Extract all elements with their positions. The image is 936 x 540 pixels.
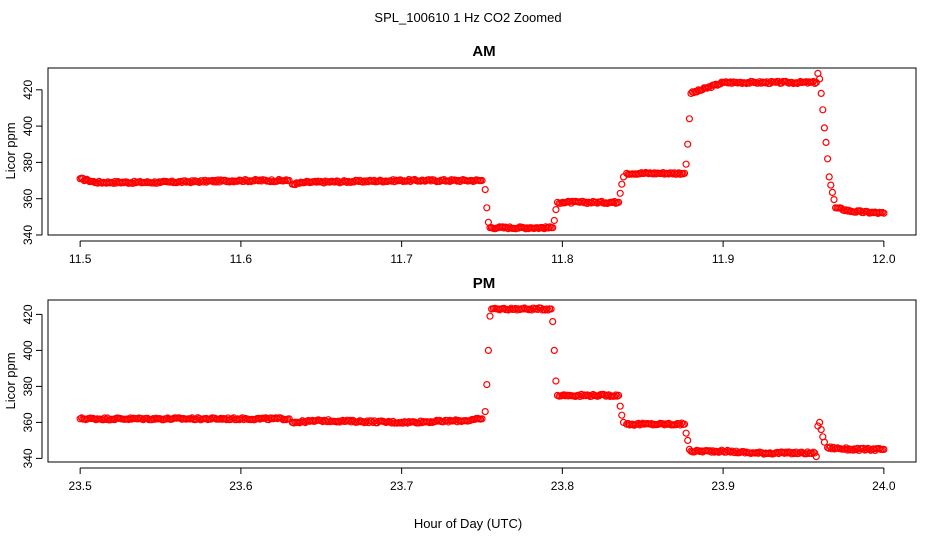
pm-data-point xyxy=(486,312,494,320)
pm-data-point xyxy=(542,305,551,313)
am-y-axis: 340 360 380 400 420 xyxy=(21,79,43,245)
am-data-point xyxy=(544,224,553,232)
am-points xyxy=(76,69,888,233)
pm-data-point xyxy=(682,429,690,437)
pm-data-point xyxy=(616,402,624,410)
am-data-point xyxy=(830,196,838,204)
pm-data-point xyxy=(815,418,824,426)
am-x-tick-label: 11.6 xyxy=(230,252,253,266)
pm-points xyxy=(76,304,888,461)
am-panel-title: AM xyxy=(472,43,495,60)
pm-data-point xyxy=(614,391,623,399)
pm-data-point xyxy=(680,420,689,428)
am-data-point xyxy=(880,209,888,217)
pm-data-point xyxy=(544,306,552,314)
pm-data-point xyxy=(814,422,822,430)
am-data-point xyxy=(685,115,694,123)
pm-x-tick-label: 24.0 xyxy=(872,479,896,493)
am-data-point xyxy=(822,138,830,146)
figure-title: SPL_100610 1 Hz CO2 Zoomed xyxy=(374,10,561,25)
am-data-point xyxy=(684,140,692,148)
am-panel: AM Licor ppm 11.5 11.6 11.7 11.8 11.9 12.0 34… xyxy=(3,43,917,266)
pm-data-point xyxy=(552,377,560,385)
pm-data-point xyxy=(483,381,491,389)
am-data-point xyxy=(549,224,557,232)
am-data-point xyxy=(815,75,824,83)
pm-plot-frame xyxy=(47,299,917,463)
pm-data-point xyxy=(547,305,555,313)
pm-data-point xyxy=(549,318,557,326)
am-y-tick-label: 360 xyxy=(21,188,35,208)
pm-data-point xyxy=(812,453,820,461)
am-y-axis-label: Licor ppm xyxy=(3,122,18,179)
pm-data-point xyxy=(820,438,829,446)
am-x-tick-label: 11.5 xyxy=(69,252,92,266)
pm-x-tick-label: 23.6 xyxy=(229,479,253,493)
pm-y-tick-label: 400 xyxy=(21,340,35,360)
pm-data-point xyxy=(481,408,489,416)
am-data-point xyxy=(817,89,825,98)
am-data-point xyxy=(616,189,624,197)
am-x-tick-label: 11.9 xyxy=(712,252,735,266)
pm-data-point xyxy=(676,421,684,429)
am-plot-frame xyxy=(47,67,917,236)
am-data-point xyxy=(550,216,558,225)
x-axis-label: Hour of Day (UTC) xyxy=(414,516,522,531)
am-x-tick-label: 11.8 xyxy=(551,252,574,266)
pm-panel: PM Licor ppm 23.5 23.6 23.7 23.8 23.9 24.0 34… xyxy=(3,275,917,493)
am-y-tick-label: 380 xyxy=(21,152,35,172)
am-data-point xyxy=(827,181,835,189)
am-data-point xyxy=(614,198,623,206)
pm-data-point xyxy=(610,392,619,400)
pm-data-point xyxy=(618,411,626,419)
pm-data-point xyxy=(478,415,486,423)
am-data-point xyxy=(483,204,491,212)
pm-y-tick-label: 420 xyxy=(21,304,35,324)
am-data-point xyxy=(682,160,690,168)
pm-data-point xyxy=(880,445,888,453)
am-x-tick-label: 12.0 xyxy=(872,252,896,266)
am-data-point xyxy=(680,169,689,177)
pm-data-point xyxy=(684,436,692,444)
am-data-point xyxy=(618,180,626,188)
pm-y-tick-label: 380 xyxy=(21,376,35,396)
pm-y-tick-label: 340 xyxy=(21,448,35,468)
am-y-tick-label: 420 xyxy=(21,79,35,99)
pm-y-axis: 340 360 380 400 420 xyxy=(21,304,43,468)
pm-data-point xyxy=(811,449,819,457)
am-x-axis: 11.5 11.6 11.7 11.8 11.9 12.0 xyxy=(69,240,896,266)
pm-data-point xyxy=(484,346,492,354)
pm-x-tick-label: 23.7 xyxy=(390,479,414,493)
pm-y-tick-label: 360 xyxy=(21,412,35,432)
pm-x-tick-label: 23.8 xyxy=(551,479,575,493)
am-x-tick-label: 11.7 xyxy=(390,252,413,266)
pm-x-axis: 23.5 23.6 23.7 23.8 23.9 24.0 xyxy=(68,467,896,493)
am-y-tick-label: 400 xyxy=(21,116,35,136)
pm-x-tick-label: 23.5 xyxy=(68,479,92,493)
pm-data-point xyxy=(612,391,620,399)
pm-y-axis-label: Licor ppm xyxy=(3,352,18,409)
am-data-point xyxy=(825,173,833,181)
am-data-point xyxy=(823,155,832,163)
am-data-point xyxy=(819,106,827,114)
pm-x-tick-label: 23.9 xyxy=(711,479,735,493)
pm-data-point xyxy=(550,346,558,354)
am-y-tick-label: 340 xyxy=(21,225,35,245)
pm-data-point xyxy=(817,426,825,434)
am-data-point xyxy=(552,206,560,214)
am-data-point xyxy=(481,186,489,194)
am-data-point xyxy=(820,124,829,132)
am-data-point xyxy=(828,188,837,196)
pm-panel-title: PM xyxy=(473,275,496,292)
am-data-point xyxy=(478,176,486,185)
